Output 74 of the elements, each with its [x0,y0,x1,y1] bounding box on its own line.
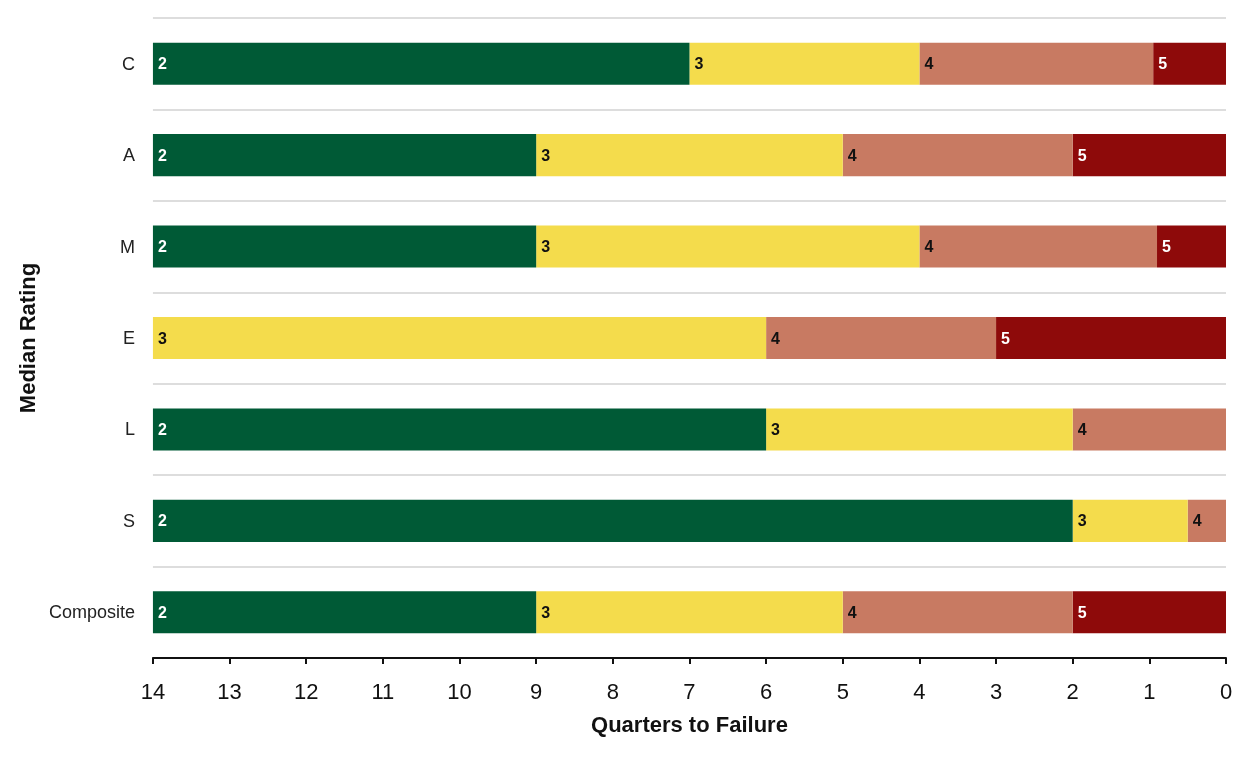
x-tick-label: 12 [293,678,319,704]
text: 2 [157,238,167,256]
y-tick-label: S [122,510,135,531]
bar [996,316,1226,360]
bar [766,316,997,360]
bar [152,499,1073,542]
x-tick-label: 1 [1143,678,1156,704]
series-label: 5 [1158,55,1168,73]
x-tick-label: 6 [759,678,773,704]
y-tick-label: Composite [48,602,135,623]
bar [1072,499,1188,542]
bar [152,316,767,360]
bar [842,591,1073,634]
bar [919,225,1158,268]
bar [689,42,920,85]
x-tick-label: 14 [140,678,166,704]
bar [152,408,767,451]
x-tick-label: 2 [1066,678,1079,704]
bar [536,591,843,634]
x-tick-label: 7 [683,678,696,704]
bar [536,225,920,268]
text: 4 [847,146,857,164]
x-tick-label: 4 [913,678,926,704]
bar [1187,499,1226,542]
text: 3 [1077,512,1087,530]
x-tick-label: 9 [530,678,543,704]
bar [152,225,537,268]
y-tick-label: E [122,328,135,348]
text: 4 [1077,420,1087,438]
y-tick-label: M [119,236,135,257]
bar [1153,42,1226,85]
x-tick-label: 11 [371,678,395,704]
text: 4 [847,603,857,621]
y-tick-label: L [124,419,135,440]
series-label: 3 [694,55,704,73]
text: 3 [541,603,551,621]
text: 2 [157,512,167,530]
x-tick-label: 0 [1219,678,1233,704]
text: 2 [157,146,167,164]
text: 4 [771,329,781,347]
bar [1072,591,1226,634]
y-tick-label: C [121,53,135,74]
x-tick-label: 13 [217,678,242,704]
y-tick-label: A [122,145,135,166]
bar [842,134,1073,177]
bar [152,591,537,634]
text: 4 [1192,512,1202,530]
x-axis-title: Quarters to Failure [591,711,788,737]
series-label: 4 [924,55,934,73]
x-tick-label: 8 [606,678,619,704]
text: 3 [157,329,167,347]
y-axis-title: Median Rating [14,262,40,414]
text: 2 [157,603,167,621]
text: 5 [1162,238,1171,256]
x-tick-label: 5 [836,678,849,704]
text: 3 [541,238,551,256]
text: 3 [541,146,551,164]
text: 5 [1077,603,1087,621]
text: 3 [771,420,781,438]
bar [1072,134,1226,177]
text: 4 [924,238,934,256]
bar [152,42,690,85]
bar [152,134,537,177]
text: 2 [157,420,167,438]
text: 5 [1001,329,1010,347]
x-tick-label: 3 [989,678,1003,704]
bar [919,42,1154,85]
text: 5 [1077,146,1087,164]
series-label: 2 [157,55,167,73]
bar [536,134,843,177]
x-tick-label: 10 [447,678,472,704]
bar [766,408,1073,451]
bar [1157,225,1226,268]
bar [1072,408,1226,451]
